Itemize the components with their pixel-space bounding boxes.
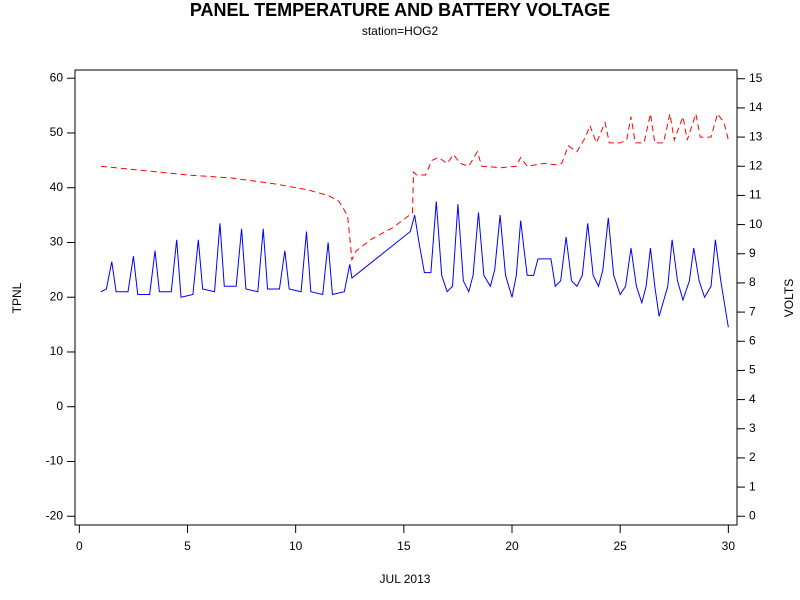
y2-tick-label: 0 <box>749 508 756 522</box>
y2-tick-label: 8 <box>749 275 756 289</box>
plot-frame <box>74 69 738 526</box>
y2-axis-label: VOLTS <box>782 279 796 317</box>
y2-tick-label: 13 <box>749 129 763 143</box>
x-tick-label: 30 <box>722 539 736 553</box>
y2-tick-label: 9 <box>749 246 756 260</box>
y-tick-label: 40 <box>50 180 64 194</box>
chart-title: PANEL TEMPERATURE AND BATTERY VOLTAGE <box>190 0 610 20</box>
x-tick-label: 20 <box>505 539 519 553</box>
x-tick-label: 0 <box>76 539 83 553</box>
series-line <box>100 112 729 262</box>
y2-tick-label: 6 <box>749 333 756 347</box>
y-axis-label: TPNL <box>10 282 24 313</box>
y2-tick-label: 1 <box>749 479 756 493</box>
y2-tick-label: 5 <box>749 363 756 377</box>
y2-tick-label: 11 <box>749 188 762 202</box>
x-tick-label: 15 <box>397 539 411 553</box>
y-tick-label: 50 <box>50 125 64 139</box>
y-tick-label: 30 <box>50 235 64 249</box>
x-tick-label: 10 <box>289 539 303 553</box>
y2-tick-label: 14 <box>749 100 763 114</box>
y-tick-label: -20 <box>46 508 64 522</box>
y-tick-label: -10 <box>46 454 64 468</box>
x-axis-label: JUL 2013 <box>380 572 431 586</box>
x-tick-label: 5 <box>184 539 191 553</box>
x-tick-label: 25 <box>613 539 627 553</box>
y2-tick-label: 4 <box>749 392 756 406</box>
y-tick-label: 10 <box>50 344 64 358</box>
y2-tick-label: 15 <box>749 71 763 85</box>
y2-tick-label: 10 <box>749 217 763 231</box>
y-tick-label: 0 <box>56 399 63 413</box>
y2-tick-label: 3 <box>749 421 756 435</box>
y2-tick-label: 2 <box>749 450 756 464</box>
series-line <box>100 201 729 328</box>
chart-subtitle: station=HOG2 <box>362 24 439 38</box>
y2-tick-label: 7 <box>749 304 756 318</box>
y2-tick-label: 12 <box>749 158 763 172</box>
y-tick-label: 60 <box>50 70 64 84</box>
y-tick-label: 20 <box>50 289 64 303</box>
